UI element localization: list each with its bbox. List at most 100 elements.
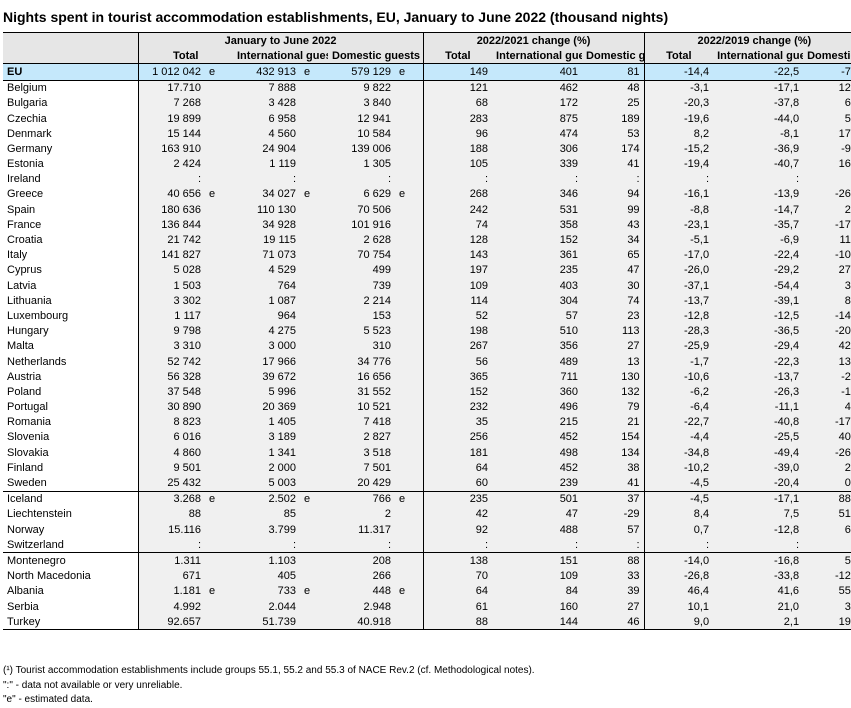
nights-spent-table: January to June 2022 2022/2021 change (%… (3, 32, 851, 631)
value-domestic: 10 521 (328, 399, 395, 415)
flag-domestic (395, 475, 424, 492)
value-total: 1.311 (137, 552, 205, 569)
change-2019-total: -1,7 (643, 353, 714, 370)
change-2021-total: 92 (422, 522, 493, 538)
value-international: 1 087 (233, 293, 300, 309)
row-label: Malta (7, 340, 34, 353)
row-label: Finland (7, 461, 44, 474)
value-international: 3 000 (233, 338, 300, 354)
table-row: France 136 844 34 928 101 916 74 358 43 -23,1 -3… (3, 217, 851, 233)
change-2021-total: 181 (422, 445, 493, 461)
value-total: 7 268 (137, 95, 205, 111)
flag-domestic: e (395, 583, 424, 599)
change-2021-international: 304 (492, 293, 583, 309)
row-label: Slovenia (7, 431, 50, 444)
flag-domestic (395, 247, 424, 263)
flag-domestic (395, 460, 424, 476)
row-label: Lithuania (7, 294, 52, 307)
value-total: 136 844 (137, 217, 205, 233)
flag-domestic (395, 110, 424, 127)
change-2019-international: : (713, 171, 804, 187)
change-2019-total: 46,4 (643, 583, 714, 599)
change-2021-total: : (422, 171, 493, 187)
change-2021-international: 501 (492, 490, 583, 507)
col-header-total: Total (643, 48, 714, 65)
value-total: 15 144 (137, 126, 205, 142)
flag-domestic (395, 369, 424, 385)
table-row: Italy 141 827 71 073 70 754 143 361 65 -17,0 -22… (3, 247, 851, 263)
flag-domestic (395, 202, 424, 218)
value-domestic: 70 506 (328, 202, 395, 218)
change-2021-total: 149 (422, 63, 493, 81)
value-domestic: : (328, 171, 395, 187)
change-2019-domestic: 51,4 (803, 506, 851, 522)
change-2019-domestic: 3,8 (803, 278, 851, 294)
change-2021-total: 256 (422, 429, 493, 446)
col-header-international: International guests (233, 48, 328, 65)
change-2019-total: -10,6 (643, 369, 714, 385)
flag-international (300, 202, 328, 218)
change-2019-domestic: -10,9 (803, 247, 851, 263)
change-2021-international: 510 (492, 323, 583, 339)
value-domestic: : (328, 537, 395, 553)
flag-total: e (205, 490, 233, 507)
flag-total (205, 552, 233, 569)
flag-international (300, 568, 328, 584)
flag-domestic (395, 217, 424, 233)
change-2019-domestic: 8,5 (803, 293, 851, 309)
flag-international (300, 232, 328, 248)
value-total: 17.710 (137, 80, 205, 96)
flag-total (205, 429, 233, 446)
change-2021-total: 88 (422, 614, 493, 631)
flag-domestic (395, 384, 424, 400)
flag-international (300, 429, 328, 446)
value-total: 4.992 (137, 598, 205, 615)
change-2021-domestic: 41 (582, 475, 645, 492)
change-2021-international: 358 (492, 217, 583, 233)
change-2021-total: 56 (422, 353, 493, 370)
col-header-international: International guests (713, 48, 804, 65)
change-2019-domestic: 5,0 (803, 110, 851, 127)
table-row: Luxembourg 1 117 964 153 52 57 23 -12,8 -12,5 -14… (3, 308, 851, 324)
row-label: Slovakia (7, 446, 49, 459)
value-international: 733 (233, 583, 300, 599)
change-2021-domestic: 21 (582, 414, 645, 430)
change-2021-international: 489 (492, 353, 583, 370)
change-2021-total: : (422, 537, 493, 553)
value-domestic: 12 941 (328, 110, 395, 127)
change-2021-international: 215 (492, 414, 583, 430)
change-2021-domestic: 23 (582, 308, 645, 324)
value-international: 3 428 (233, 95, 300, 111)
table-row: Spain 180 636 110 130 70 506 242 531 99 -8,8 -14… (3, 202, 851, 218)
value-international: 964 (233, 308, 300, 324)
flag-international (300, 308, 328, 324)
change-2021-domestic: 65 (582, 247, 645, 263)
change-2021-domestic: 94 (582, 186, 645, 203)
eu-aggregate-row: EU 1 012 042 e 432 913 e 579 129 e 149 401 81 -14,… (3, 63, 851, 81)
change-2021-international: 239 (492, 475, 583, 492)
table-row: Croatia 21 742 19 115 2 628 128 152 34 -5,1 -6,9… (3, 232, 851, 248)
group-header-row: January to June 2022 2022/2021 change (%… (3, 32, 851, 49)
change-2021-total: 365 (422, 369, 493, 385)
col-header-domestic: Domestic guests (328, 48, 424, 65)
flag-international (300, 353, 328, 370)
change-2019-international: -22,3 (713, 353, 804, 370)
flag-total: e (205, 63, 233, 81)
flag-international: e (300, 186, 328, 203)
flag-total (205, 353, 233, 370)
value-domestic: 2.948 (328, 598, 395, 615)
change-2019-total: -10,2 (643, 460, 714, 476)
table-row: Ireland::::::::: (3, 171, 851, 187)
change-2021-domestic: 88 (582, 552, 645, 569)
change-2021-international: 57 (492, 308, 583, 324)
flag-total (205, 522, 233, 538)
value-domestic: 101 916 (328, 217, 395, 233)
row-label: Switzerland (7, 538, 64, 551)
flag-domestic (395, 414, 424, 430)
change-2021-international: 531 (492, 202, 583, 218)
change-2019-international: -39,1 (713, 293, 804, 309)
value-international: 432 913 (233, 63, 300, 81)
change-2019-international: 7,5 (713, 506, 804, 522)
